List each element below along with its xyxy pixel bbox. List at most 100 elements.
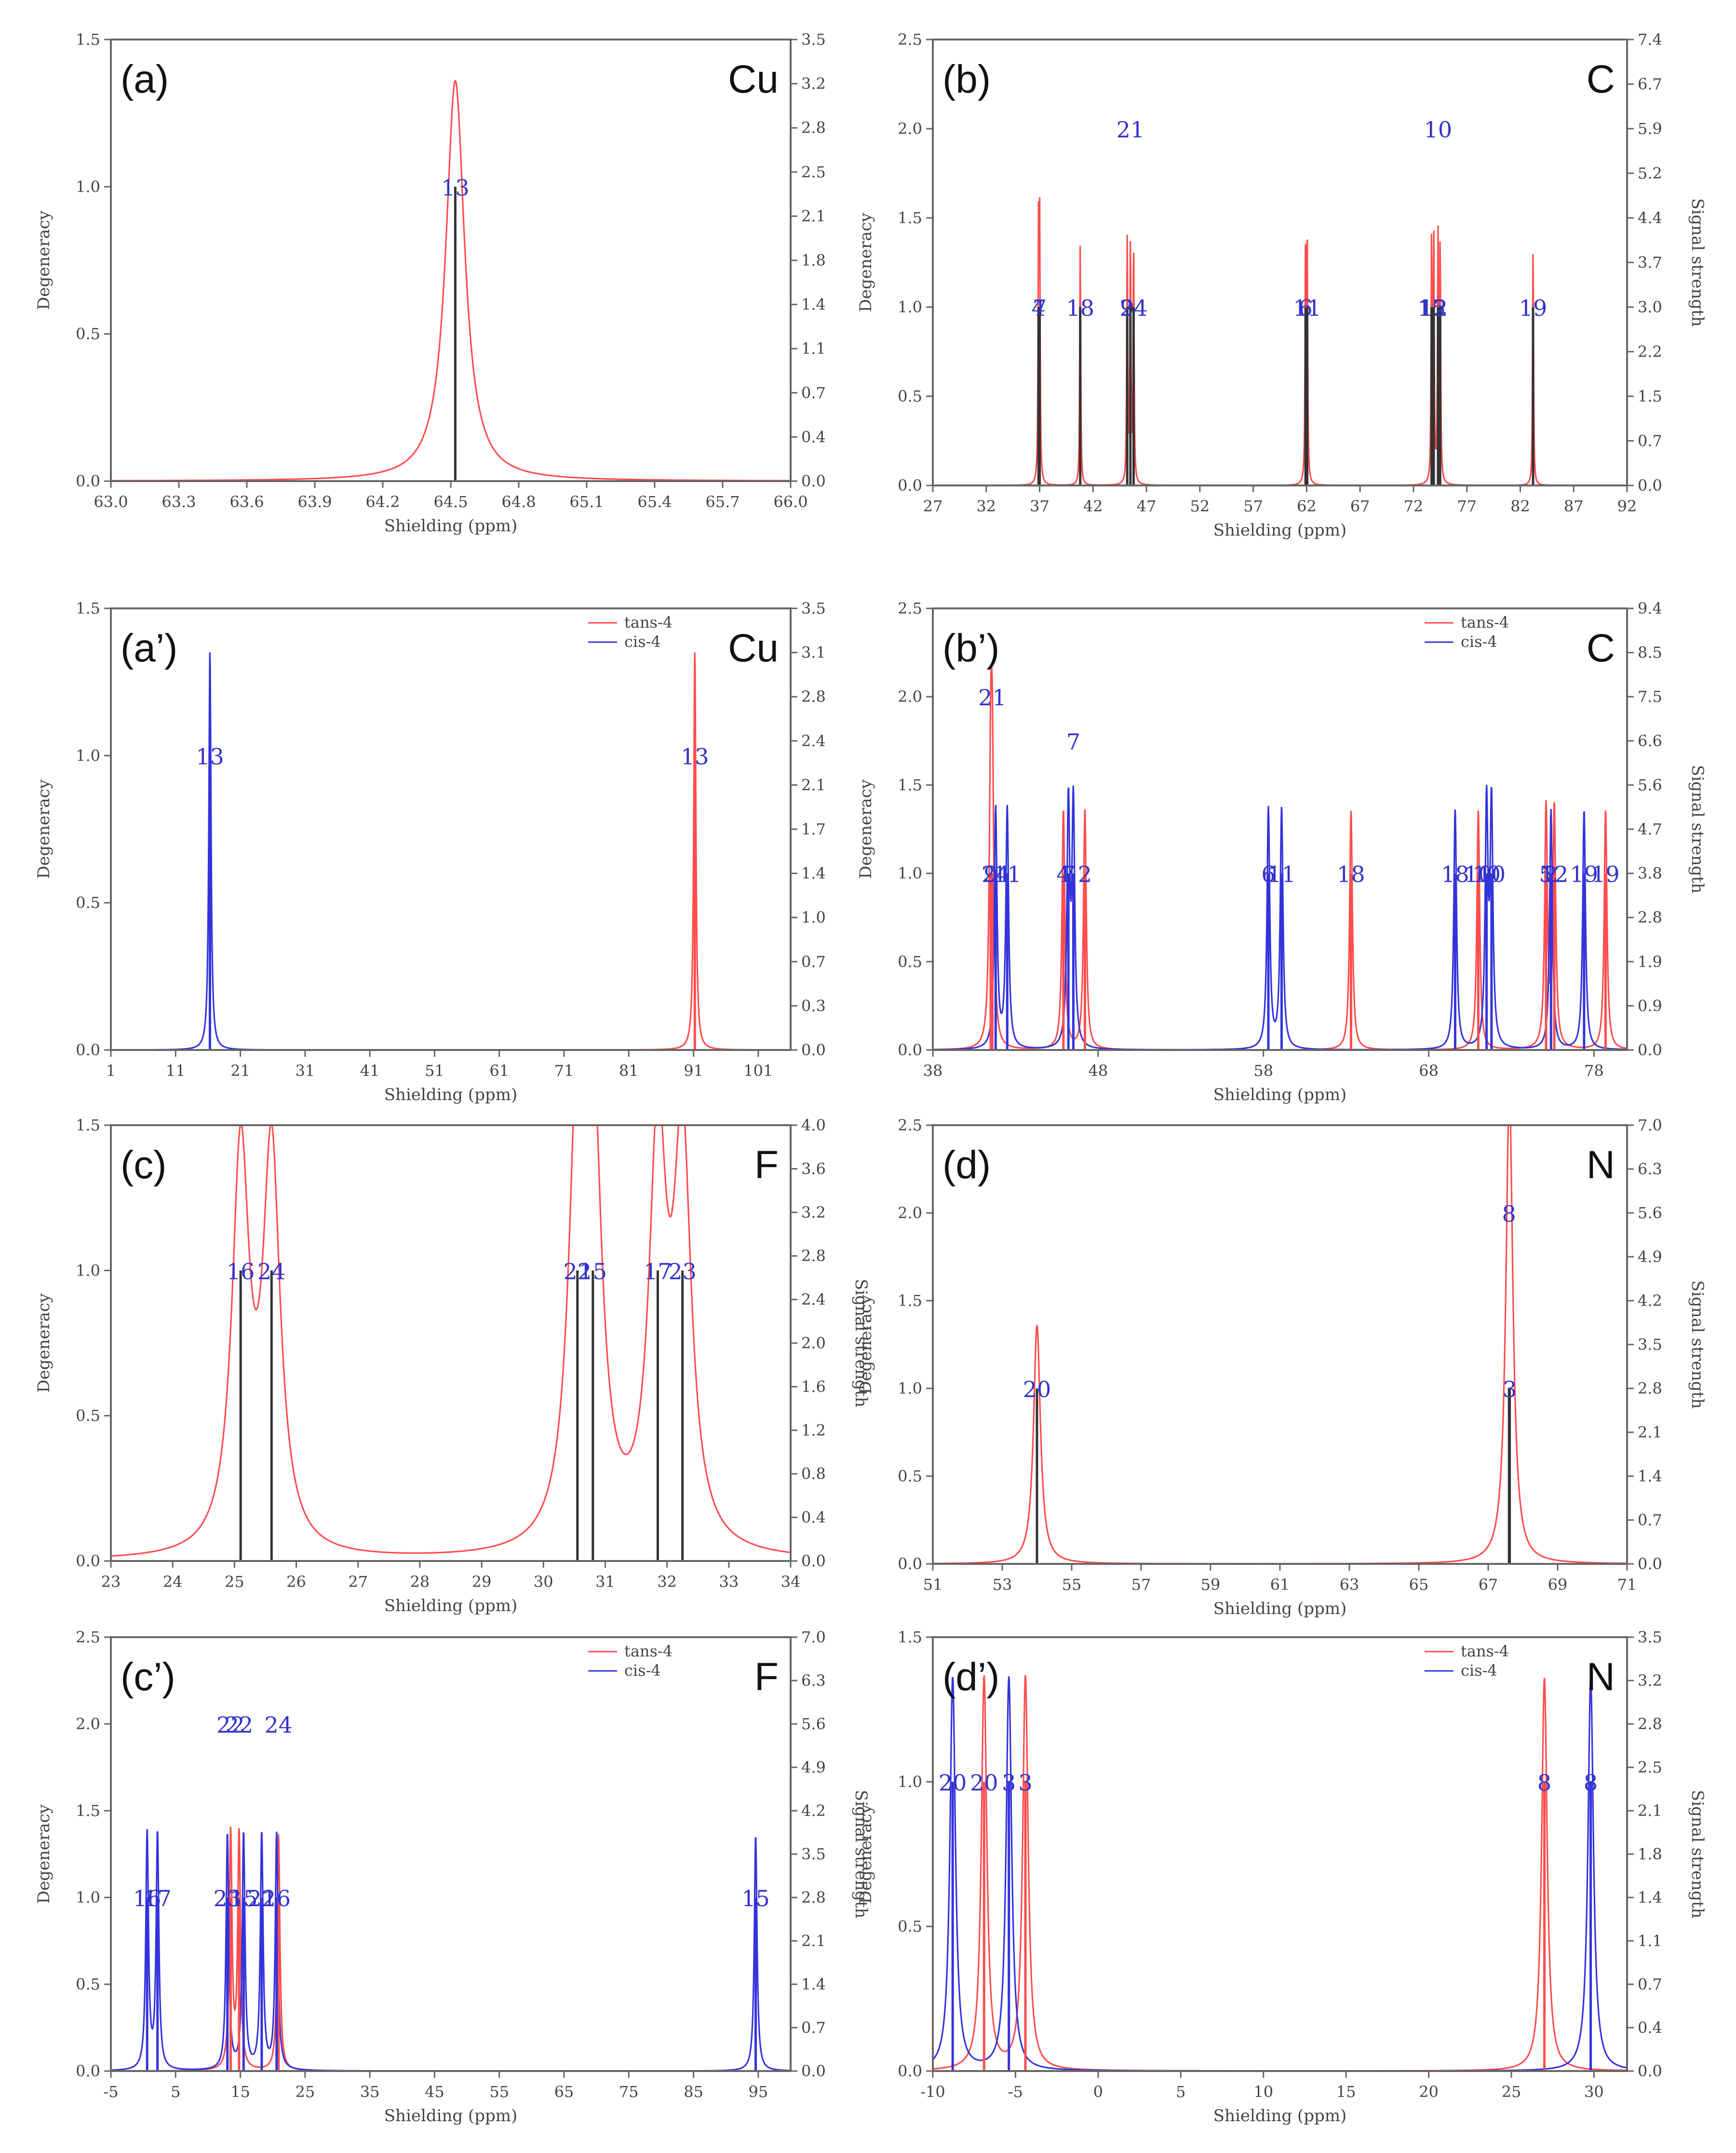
y-axis-label: Degeneracy bbox=[34, 1804, 54, 1904]
y2-tick-label: 2.2 bbox=[1638, 343, 1662, 361]
y-tick-label: 1.0 bbox=[76, 1888, 100, 1907]
y2-tick-label: 1.4 bbox=[801, 296, 826, 314]
x-tick-label: 55 bbox=[489, 2083, 509, 2101]
y2-tick-label: 4.9 bbox=[801, 1758, 826, 1776]
y-tick-label: 1.5 bbox=[898, 1292, 922, 1310]
atom-label: 19 bbox=[1570, 861, 1599, 888]
y2-tick-label: 3.8 bbox=[1638, 864, 1662, 883]
x-tick-label: 63.0 bbox=[94, 493, 128, 511]
atom-label: 11 bbox=[1293, 295, 1321, 321]
y2-tick-label: 0.0 bbox=[1638, 476, 1662, 495]
y2-tick-label: 0.0 bbox=[801, 1552, 826, 1570]
atom-label: 12 bbox=[1540, 861, 1569, 888]
y2-tick-label: 2.4 bbox=[801, 732, 826, 750]
x-tick-label: 65 bbox=[1409, 1575, 1429, 1594]
y2-tick-label: 3.5 bbox=[1638, 1628, 1662, 1646]
x-tick-label: 23 bbox=[101, 1573, 121, 1591]
y-tick-label: 1.5 bbox=[898, 1628, 922, 1646]
x-tick-label: 37 bbox=[1030, 497, 1050, 515]
element-label: F bbox=[754, 1143, 779, 1187]
atom-label: 24 bbox=[257, 1258, 286, 1284]
y-tick-label: 1.0 bbox=[898, 864, 922, 883]
atom-label: 17 bbox=[143, 1885, 172, 1911]
y-tick-label: 2.0 bbox=[76, 1715, 100, 1733]
y2-tick-label: 3.5 bbox=[1638, 1335, 1662, 1354]
atom-label: 17 bbox=[644, 1258, 672, 1284]
x-tick-label: 20 bbox=[1419, 2083, 1439, 2101]
panel-title: (c’) bbox=[121, 1655, 175, 1699]
y2-tick-label: 2.4 bbox=[801, 1291, 826, 1309]
atom-label: 16 bbox=[262, 1885, 291, 1911]
y2-tick-label: 0.4 bbox=[801, 428, 826, 446]
y2-tick-label: 6.3 bbox=[1638, 1160, 1662, 1178]
plot-frame bbox=[110, 39, 792, 482]
atom-label: 12 bbox=[1420, 295, 1448, 321]
x-tick-label: 75 bbox=[619, 2083, 639, 2101]
y2-tick-label: 3.1 bbox=[801, 644, 826, 662]
panel-title: (b) bbox=[942, 57, 991, 101]
y2-tick-label: 3.2 bbox=[1638, 1671, 1662, 1690]
y2-tick-label: 2.8 bbox=[801, 1888, 826, 1907]
y-axis-label: Degeneracy bbox=[856, 213, 875, 312]
x-tick-label: 78 bbox=[1584, 1062, 1604, 1080]
y-tick-label: 2.5 bbox=[898, 30, 922, 49]
atom-label: 10 bbox=[1478, 861, 1506, 888]
x-tick-label: 41 bbox=[360, 1062, 380, 1080]
x-tick-label: 53 bbox=[993, 1575, 1012, 1594]
x-tick-label: 101 bbox=[743, 1062, 773, 1080]
y2-tick-label: 3.5 bbox=[801, 30, 826, 49]
y2-tick-label: 2.8 bbox=[801, 1247, 826, 1265]
x-tick-label: 57 bbox=[1131, 1575, 1151, 1594]
x-tick-label: 11 bbox=[166, 1062, 186, 1080]
panel-title: (a) bbox=[121, 57, 169, 101]
element-label: C bbox=[1587, 626, 1615, 670]
x-axis-label: Shielding (ppm) bbox=[384, 1085, 517, 1104]
legend-label: cis-4 bbox=[1461, 1661, 1497, 1680]
y2-tick-label: 5.6 bbox=[801, 1715, 826, 1733]
spectrum-line-cis-4 bbox=[110, 1829, 791, 2072]
x-tick-label: 38 bbox=[923, 1062, 943, 1080]
legend-label: tans-4 bbox=[1461, 613, 1509, 632]
x-tick-label: 82 bbox=[1510, 497, 1530, 515]
atom-label: 21 bbox=[978, 685, 1007, 711]
x-tick-label: 32 bbox=[657, 1573, 677, 1591]
atom-label: 23 bbox=[213, 1885, 242, 1911]
y2-tick-label: 0.4 bbox=[801, 1508, 826, 1527]
x-tick-label: 85 bbox=[684, 2083, 703, 2101]
y2-tick-label: 3.5 bbox=[801, 599, 826, 618]
y2-tick-label: 7.5 bbox=[1638, 687, 1662, 706]
x-tick-label: 31 bbox=[295, 1062, 315, 1080]
spectrum-line-cis-4 bbox=[933, 785, 1627, 1050]
y2-axis-label: Signal strength bbox=[1688, 765, 1707, 894]
x-tick-label: 26 bbox=[286, 1573, 306, 1591]
x-tick-label: 61 bbox=[489, 1062, 509, 1080]
y-tick-label: 0.0 bbox=[898, 476, 922, 495]
y2-tick-label: 6.7 bbox=[1638, 75, 1662, 94]
atom-label: 19 bbox=[1591, 861, 1620, 888]
spectrum-line-cis-4 bbox=[111, 652, 791, 1051]
y2-tick-label: 6.6 bbox=[1638, 732, 1662, 750]
x-tick-label: 68 bbox=[1419, 1062, 1439, 1080]
x-tick-label: 30 bbox=[1584, 2083, 1604, 2101]
x-tick-label: 77 bbox=[1457, 497, 1477, 515]
atom-label: 18 bbox=[1337, 861, 1365, 888]
y2-tick-label: 0.7 bbox=[1638, 1511, 1662, 1529]
x-tick-label: -5 bbox=[1008, 2083, 1023, 2101]
y2-axis-label: Signal strength bbox=[1688, 1790, 1707, 1919]
atom-label: 7 bbox=[1066, 729, 1080, 755]
y2-tick-label: 2.1 bbox=[801, 776, 826, 794]
y2-tick-label: 2.1 bbox=[1638, 1423, 1662, 1441]
y2-tick-label: 0.3 bbox=[801, 996, 826, 1015]
y-axis-label: Degeneracy bbox=[34, 210, 54, 310]
y2-tick-label: 0.0 bbox=[1638, 2062, 1662, 2080]
x-tick-label: 64.2 bbox=[365, 493, 400, 511]
y2-tick-label: 0.0 bbox=[801, 1041, 826, 1059]
spectrum-line-tans-4 bbox=[111, 1827, 791, 2072]
y2-axis-label: Signal strength bbox=[1688, 1280, 1707, 1409]
y2-tick-label: 2.5 bbox=[801, 163, 826, 181]
atom-label: 8 bbox=[1537, 1770, 1551, 1796]
